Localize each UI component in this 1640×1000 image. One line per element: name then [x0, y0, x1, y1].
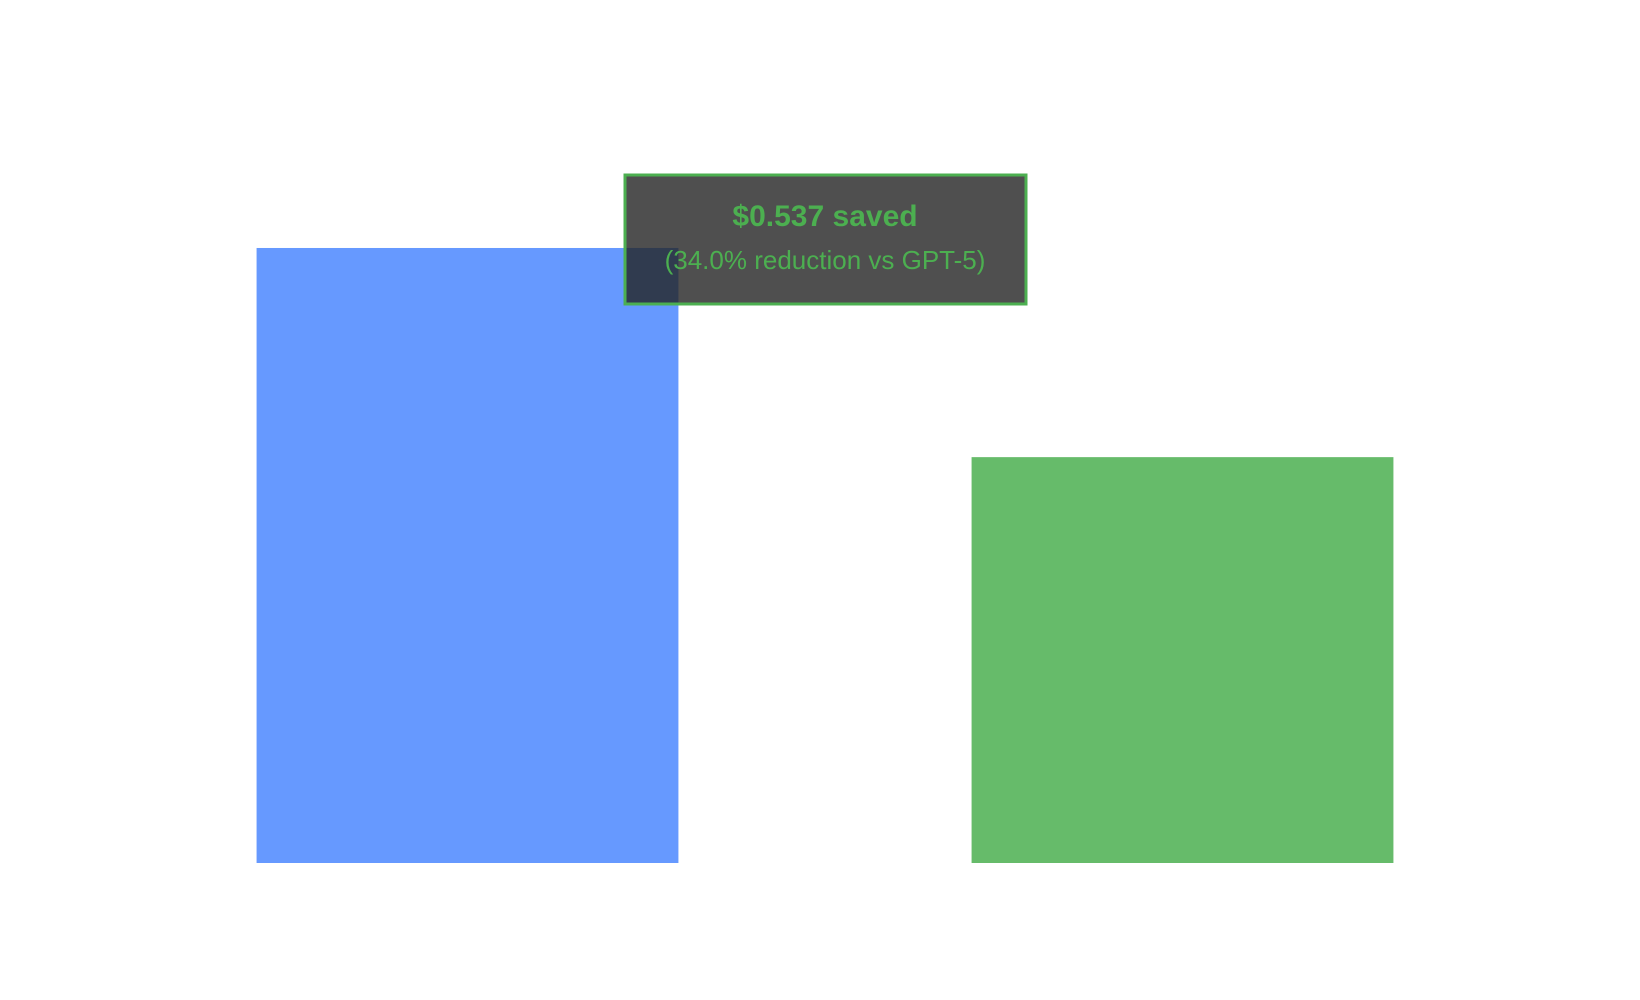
- bar: [971, 457, 1394, 863]
- annotation-subtitle: (34.0% reduction vs GPT-5): [665, 245, 986, 275]
- bar: [256, 247, 679, 864]
- annotation-title: $0.537 saved: [732, 200, 917, 233]
- annotation-box: [623, 173, 1028, 306]
- plot-area: [256, 247, 1394, 864]
